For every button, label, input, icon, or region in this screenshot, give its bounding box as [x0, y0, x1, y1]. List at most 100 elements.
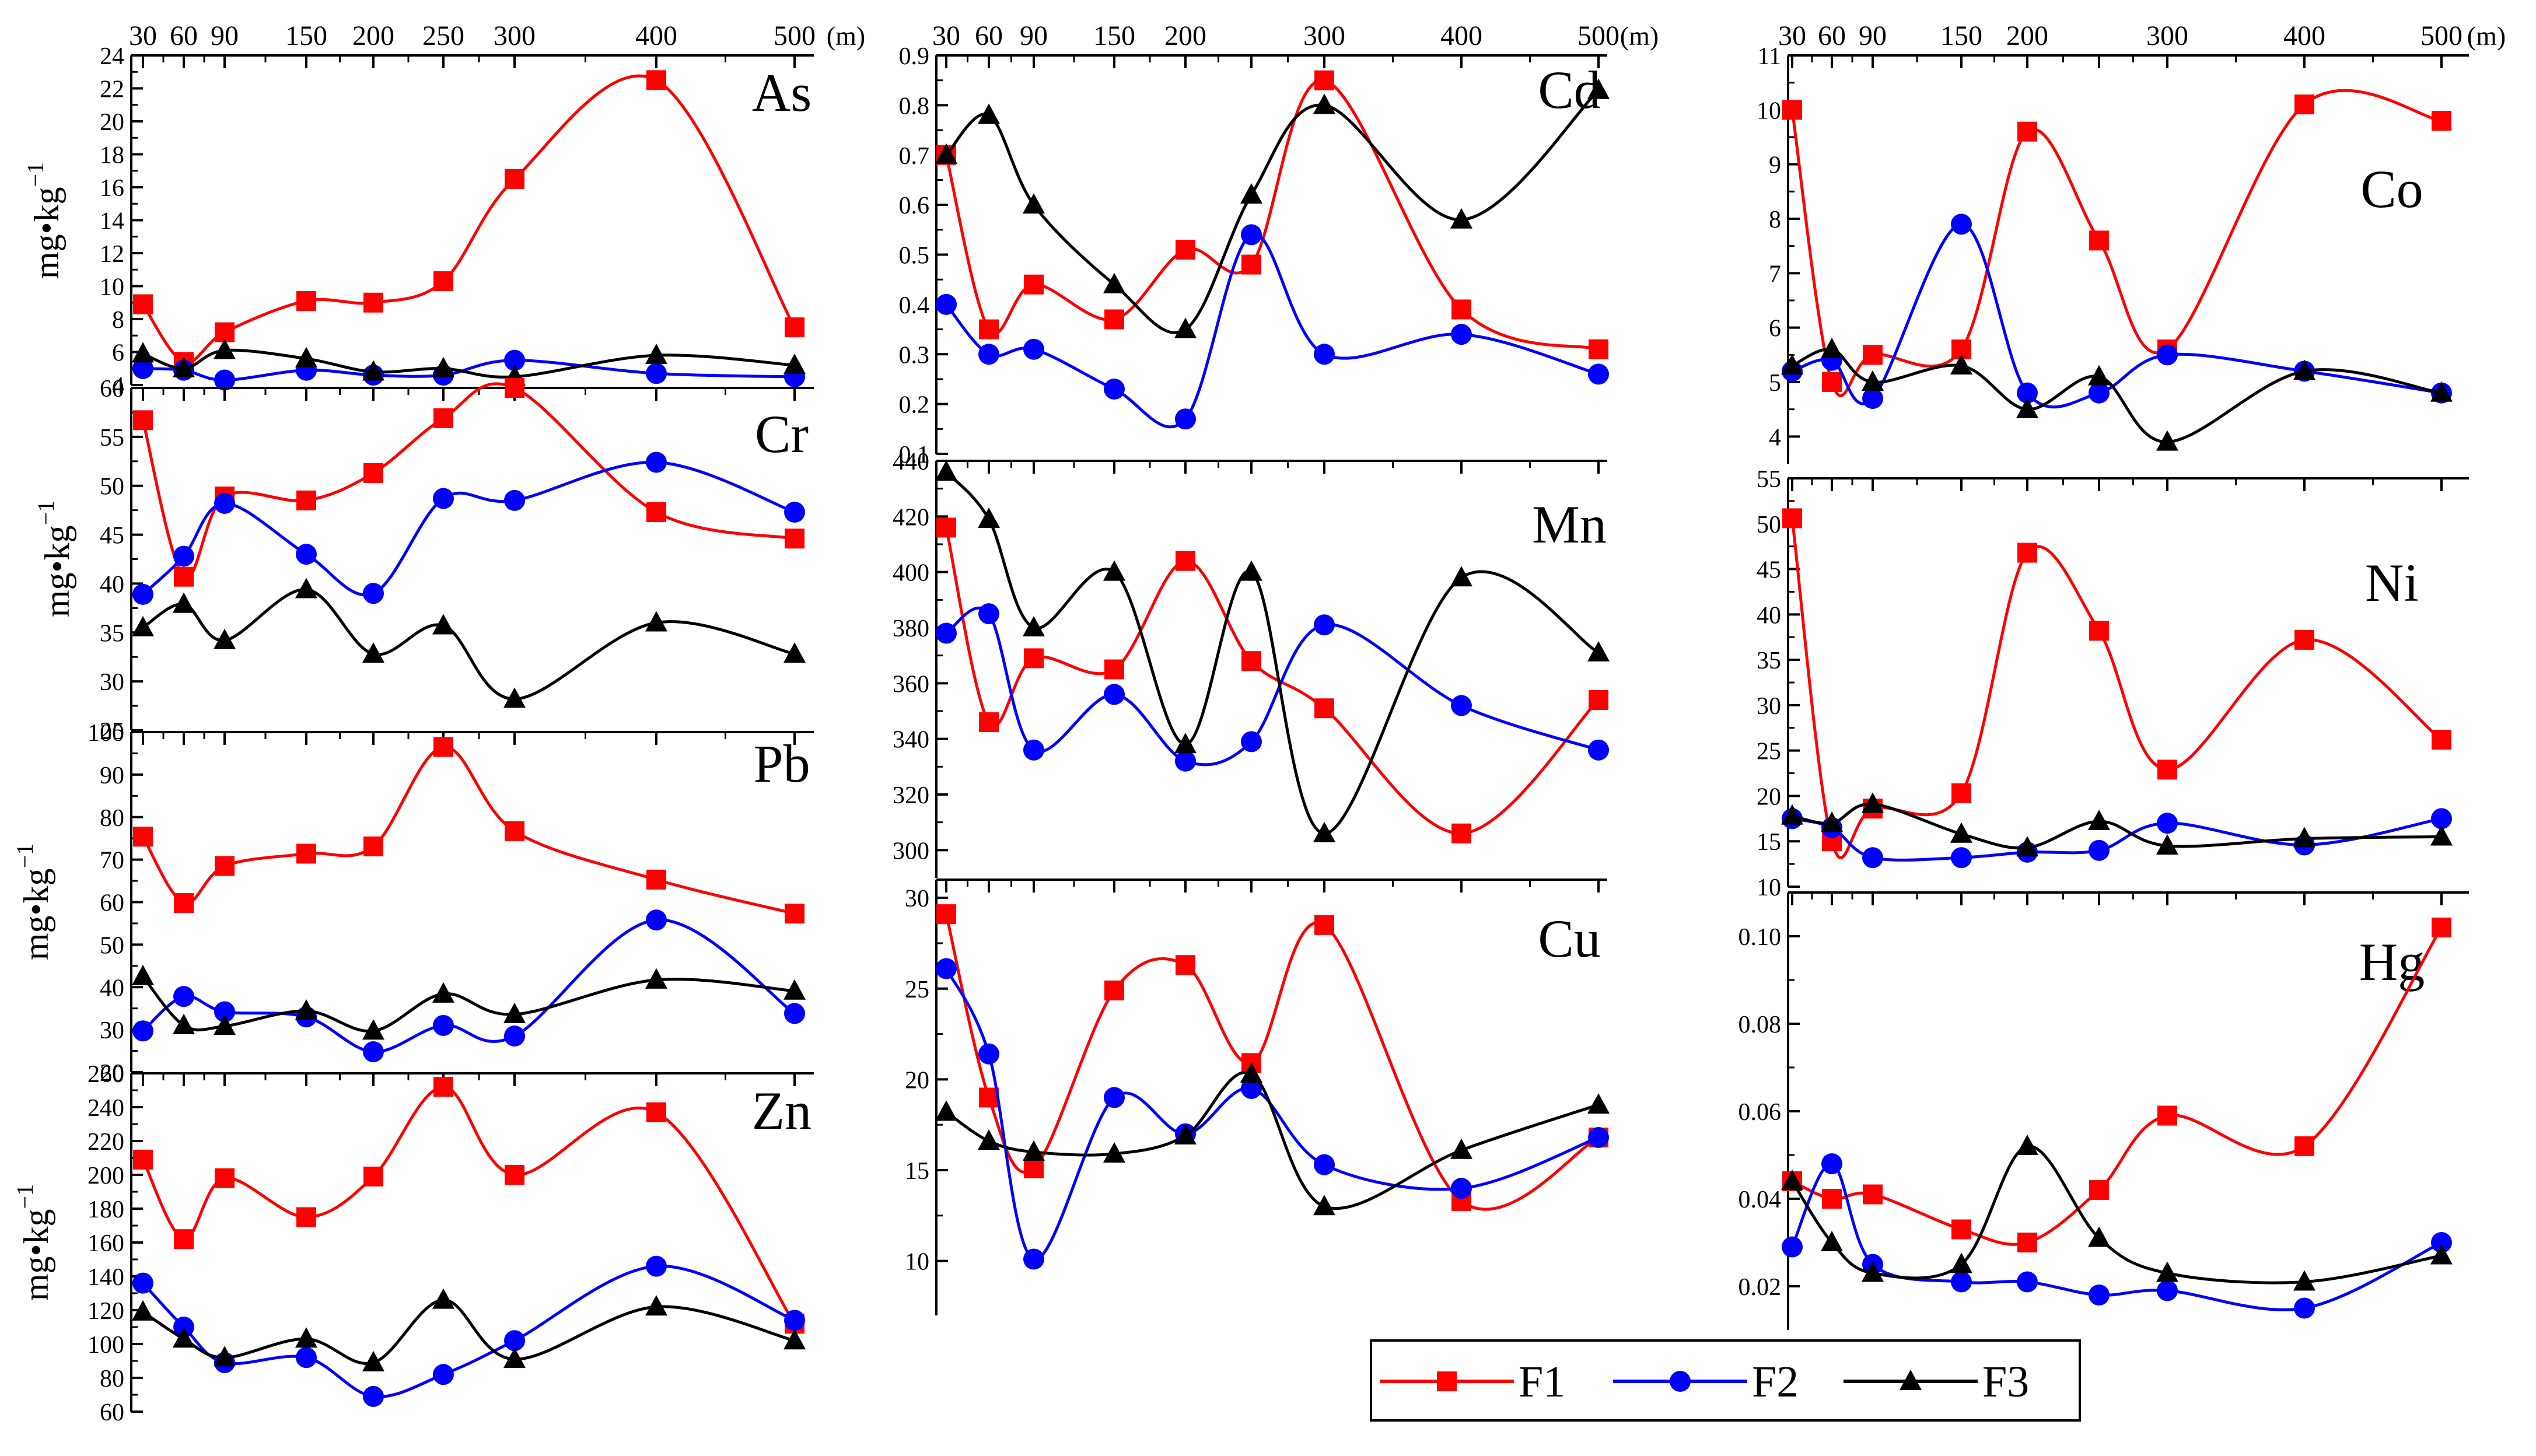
- x-axis-unit: (m): [827, 21, 865, 51]
- element-label: Cu: [1538, 909, 1600, 968]
- data-point-f3: [214, 628, 236, 649]
- data-point-f1: [1104, 659, 1124, 680]
- data-point-f3: [1862, 370, 1884, 391]
- element-label: Cr: [755, 404, 809, 464]
- data-point-f2: [936, 293, 957, 315]
- data-point-f1: [433, 408, 453, 428]
- y-tick-label: 50: [100, 932, 124, 959]
- data-point-f2: [1951, 847, 1972, 869]
- y-tick-label: 340: [893, 727, 929, 754]
- x-tick-label: 250: [422, 20, 464, 51]
- data-point-f3: [1587, 78, 1610, 99]
- data-point-f3: [1587, 1093, 1610, 1114]
- data-point-f2: [784, 1003, 805, 1024]
- data-point-f1: [1314, 70, 1334, 90]
- panel-pb: 20 30 40 50 60 70 80 90 100 Pb: [88, 720, 814, 1087]
- y-tick-label: 70: [100, 848, 124, 874]
- data-point-f1: [1176, 239, 1195, 260]
- y-tick-label: 0.1: [899, 442, 930, 468]
- data-point-f1: [1104, 309, 1124, 330]
- data-point-f3: [362, 1350, 384, 1371]
- data-point-f3: [1950, 354, 1972, 374]
- y-tick-label: 420: [893, 504, 929, 531]
- data-point-f3: [2293, 827, 2315, 848]
- data-point-f2: [1862, 847, 1883, 869]
- data-point-f2: [1588, 363, 1609, 385]
- data-point-f1: [433, 271, 453, 292]
- data-point-f3: [645, 968, 667, 989]
- data-point-f2: [2089, 382, 2110, 404]
- data-point-f3: [935, 460, 957, 481]
- data-point-f3: [432, 614, 454, 635]
- data-point-f1: [1314, 698, 1334, 719]
- x-tick-label: 400: [2283, 20, 2325, 51]
- data-point-f2: [646, 909, 667, 931]
- series-line-f2: [945, 968, 1599, 1261]
- data-point-f1: [505, 169, 524, 189]
- data-point-f3: [132, 1300, 154, 1321]
- element-label: Pb: [753, 734, 810, 793]
- data-point-f1: [936, 517, 956, 538]
- data-point-f1: [2157, 760, 2177, 780]
- series-line-f1: [945, 914, 1600, 1211]
- data-point-f1: [646, 1102, 666, 1122]
- data-point-f3: [214, 1014, 236, 1035]
- y-tick-label: 8: [112, 307, 124, 334]
- element-label: Ni: [2365, 553, 2419, 612]
- y-tick-label: 60: [100, 1399, 124, 1426]
- data-point-f3: [2088, 365, 2110, 386]
- y-tick-label: 60: [100, 890, 124, 917]
- data-point-f1: [1176, 551, 1195, 571]
- data-point-f3: [1781, 354, 1803, 374]
- data-point-f1: [174, 892, 194, 913]
- data-point-f2: [978, 603, 999, 625]
- data-point-f3: [645, 1295, 667, 1316]
- data-point-f2: [2017, 382, 2038, 404]
- data-point-f3: [645, 344, 667, 365]
- data-point-f2: [1782, 1236, 1803, 1258]
- panel-cr: 25 30 35 40 45 50 55 60 Cr: [100, 376, 814, 745]
- y-tick-label: 6: [112, 340, 124, 367]
- y-tick-label: 400: [893, 560, 929, 587]
- data-point-f3: [1821, 811, 1843, 832]
- data-point-f3: [1023, 1140, 1045, 1161]
- data-point-f2: [2089, 839, 2110, 861]
- data-point-f3: [2156, 834, 2178, 855]
- data-point-f1: [1782, 508, 1802, 528]
- data-point-f3: [132, 342, 154, 363]
- data-point-f2: [132, 1020, 153, 1042]
- data-point-f2: [504, 349, 525, 371]
- y-tick-label: 10: [100, 274, 124, 301]
- data-point-f1: [1176, 955, 1195, 975]
- y-tick-label: 40: [1757, 602, 1781, 629]
- data-point-f1: [296, 290, 316, 311]
- x-tick-label: 150: [1093, 20, 1135, 51]
- data-point-f3: [132, 615, 154, 636]
- y-tick-label: 12: [100, 241, 124, 268]
- series-line-f3: [142, 587, 795, 701]
- series-line-f1: [141, 745, 795, 915]
- data-point-f3: [1023, 616, 1045, 636]
- y-tick-label: 300: [893, 838, 929, 864]
- y-axis-unit-label: mg•kg−1: [33, 501, 76, 617]
- element-label: As: [752, 63, 811, 123]
- data-point-f1: [1822, 1189, 1842, 1209]
- series-line-f1: [141, 74, 796, 364]
- data-point-f3: [1781, 1170, 1803, 1190]
- data-point-f2: [1175, 408, 1196, 430]
- data-point-f3: [1240, 1062, 1262, 1083]
- data-point-f3: [783, 1329, 806, 1350]
- series-line-f2: [1790, 1162, 2443, 1311]
- y-tick-label: 7: [1769, 261, 1781, 288]
- y-tick-label: 15: [1757, 829, 1781, 856]
- y-tick-label: 30: [905, 886, 929, 912]
- y-tick-label: 50: [1757, 512, 1781, 538]
- data-point-f1: [785, 904, 804, 924]
- data-point-f3: [978, 1129, 1000, 1150]
- y-axis-unit-label: mg•kg−1: [12, 1184, 55, 1301]
- data-point-f2: [1951, 214, 1972, 235]
- data-point-f1: [1863, 345, 1883, 365]
- series-line-f2: [142, 359, 795, 382]
- data-point-f2: [1451, 1178, 1472, 1199]
